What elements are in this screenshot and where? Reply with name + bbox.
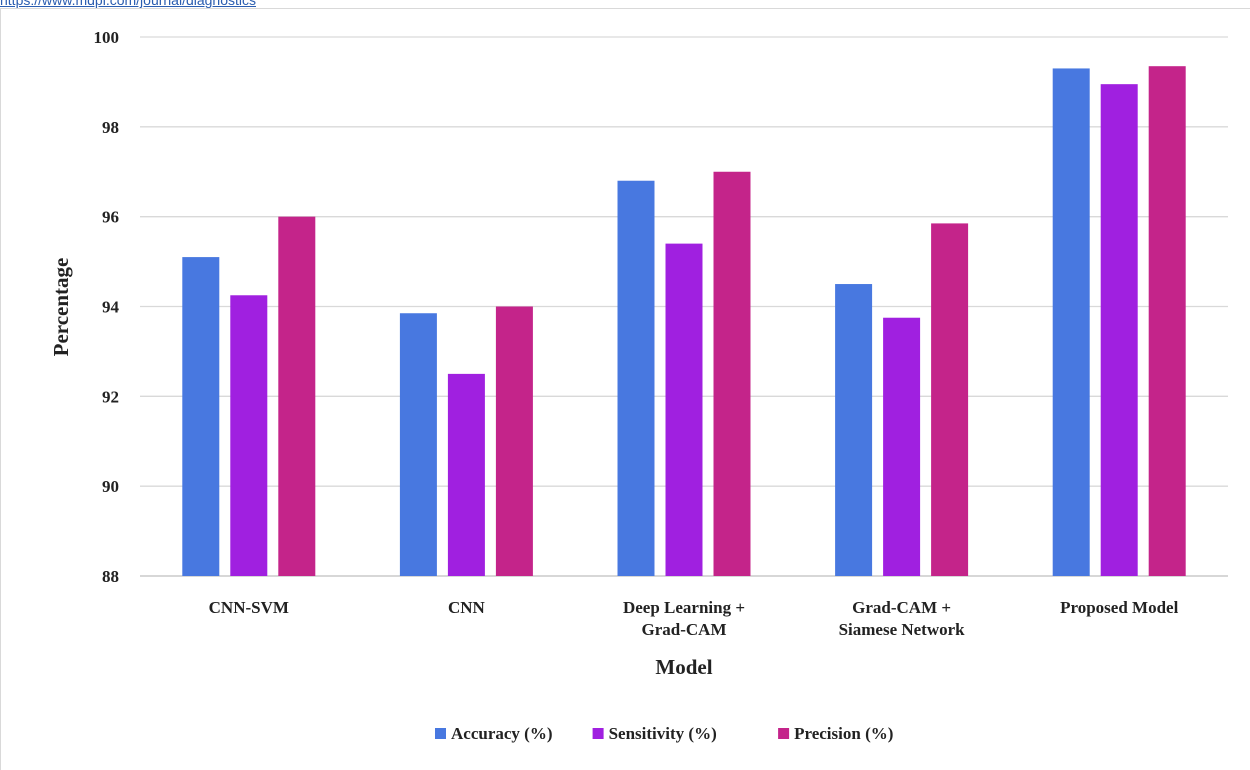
bar [495,306,533,576]
y-tick-label: 92 [102,387,119,406]
legend-label: Precision (%) [794,724,893,743]
y-tick-label: 90 [102,477,119,496]
x-axis-title: Model [655,655,712,679]
y-tick-label: 100 [94,28,120,47]
bar [399,313,437,576]
legend-label: Sensitivity (%) [609,724,717,743]
tick-labels: 88 90 92 94 96 98 100 CNN-SVM CNN Deep Learning +… [94,28,1179,639]
bars [182,66,1186,577]
bar [617,180,655,576]
x-tick-label: Deep Learning + Grad-CAM [623,598,745,639]
y-tick-label: 88 [102,567,119,586]
legend-item: Sensitivity (%) [592,724,717,743]
source-link[interactable]: https://www.mdpi.com/journal/diagnostics [0,0,256,8]
x-tick-label: CNN [448,598,486,617]
bar [278,216,316,576]
bar [230,295,268,576]
bar [1148,66,1186,576]
legend-swatch [435,728,446,739]
bar [1052,68,1090,577]
legend-item: Precision (%) [778,724,893,743]
y-tick-label: 94 [102,298,120,317]
legend-label: Accuracy (%) [451,724,553,743]
bar [665,243,703,576]
legend-item: Accuracy (%) [435,724,553,743]
bar [931,223,969,576]
bar [1100,84,1138,576]
bar [447,373,485,576]
y-tick-label: 98 [102,118,119,137]
y-axis-title: Percentage [49,258,73,357]
legend-swatch [592,728,604,739]
y-tick-label: 96 [102,208,119,227]
bar [835,284,873,576]
x-tick-label: CNN-SVM [209,598,289,617]
x-tick-label: Proposed Model [1060,598,1178,617]
legend: Accuracy (%) Sensitivity (%) Precision (%) [435,724,893,743]
legend-swatch [778,728,790,739]
bar [883,317,921,576]
x-tick-label: Grad-CAM + Siamese Network [839,598,966,639]
bar [713,171,751,576]
bar [182,257,220,576]
